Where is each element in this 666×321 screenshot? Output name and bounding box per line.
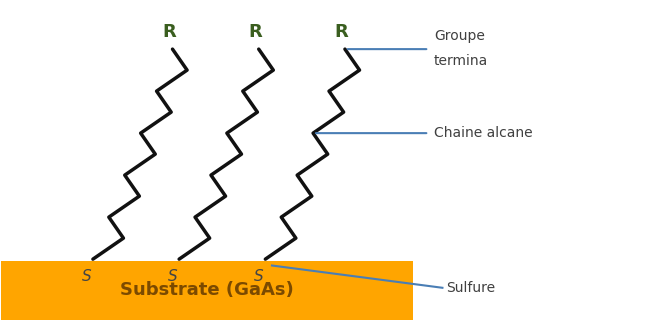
Text: S: S <box>81 269 91 284</box>
Text: Sulfure: Sulfure <box>446 281 495 295</box>
Text: Substrate (GaAs): Substrate (GaAs) <box>120 281 294 299</box>
Text: R: R <box>335 22 348 41</box>
FancyBboxPatch shape <box>1 261 412 320</box>
Text: S: S <box>168 269 177 284</box>
Text: Groupe: Groupe <box>434 29 485 43</box>
Text: R: R <box>163 22 176 41</box>
Text: S: S <box>254 269 264 284</box>
Text: R: R <box>248 22 262 41</box>
Text: Chaine alcane: Chaine alcane <box>434 126 532 140</box>
Text: terminа: terminа <box>434 54 488 68</box>
